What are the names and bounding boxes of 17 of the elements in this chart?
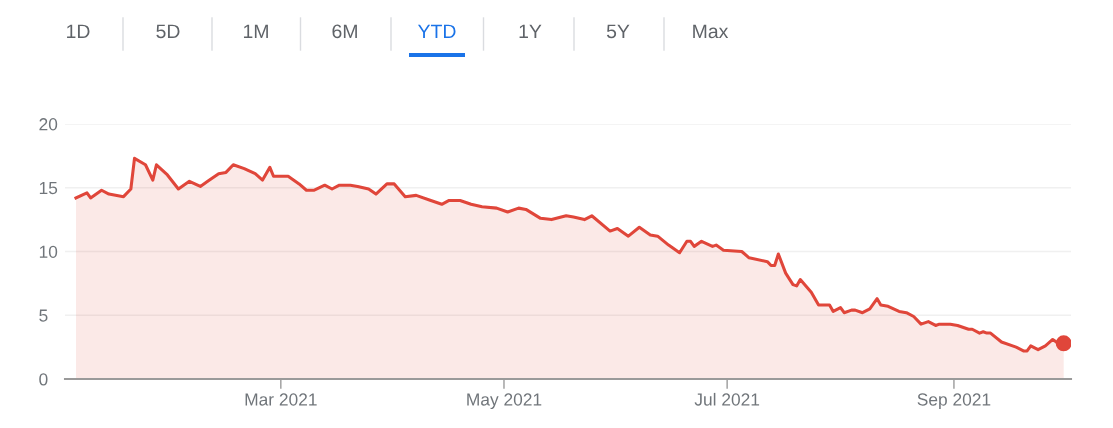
x-tick-label: May 2021 (467, 393, 542, 410)
text: 1D (67, 24, 90, 39)
text: 5Y (606, 24, 630, 39)
text: 6M (332, 24, 357, 39)
text: 5D (156, 24, 180, 39)
text: 1M (243, 24, 268, 39)
y-tick-label: 10 (39, 245, 58, 258)
text: YTD (417, 24, 456, 39)
y-tick-label: 5 (39, 309, 48, 322)
x-tick-label: Mar 2021 (245, 393, 317, 406)
x-tick-label: Sep 2021 (917, 393, 991, 410)
x-tick-label: Jul 2021 (694, 392, 760, 406)
y-tick-label: 20 (39, 118, 58, 131)
text: Max (693, 24, 729, 39)
y-tick-label: 15 (39, 182, 58, 195)
text: 1Y (519, 24, 542, 39)
y-tick-label: 0 (39, 373, 48, 386)
